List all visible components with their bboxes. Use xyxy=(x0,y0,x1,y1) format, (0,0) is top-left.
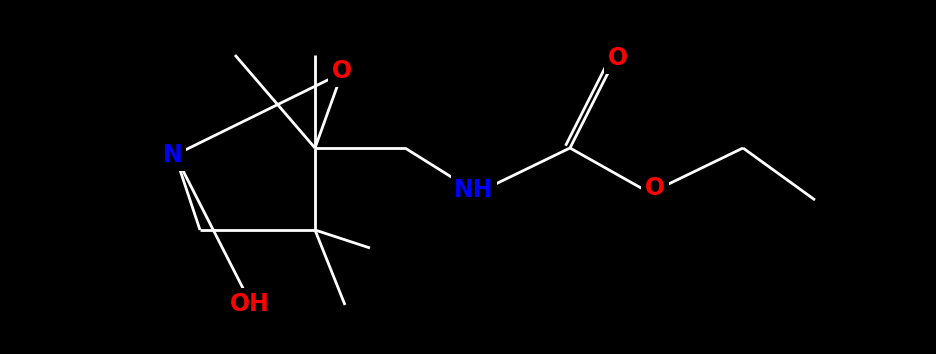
Text: O: O xyxy=(644,176,665,200)
Text: OH: OH xyxy=(230,292,270,316)
Text: N: N xyxy=(163,143,183,167)
Text: O: O xyxy=(331,59,352,83)
Text: NH: NH xyxy=(454,178,493,202)
Text: O: O xyxy=(607,46,627,70)
